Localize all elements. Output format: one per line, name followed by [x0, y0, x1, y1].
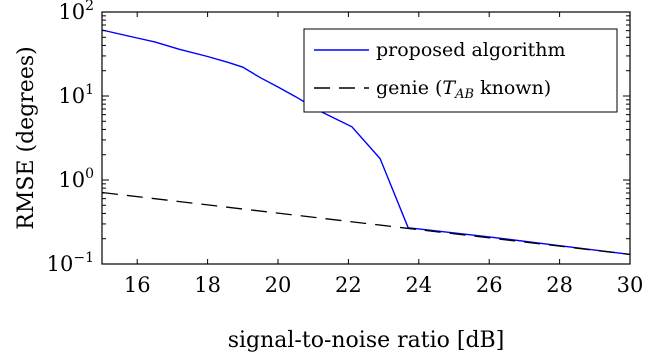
- x-tick-label: 24: [405, 273, 432, 297]
- x-tick-label: 18: [194, 273, 221, 297]
- x-tick-label: 22: [335, 273, 362, 297]
- series-line-1: [101, 29, 631, 256]
- x-tick-label: 30: [617, 273, 644, 297]
- y-tick-label: 102: [58, 0, 94, 24]
- x-tick-label: 28: [546, 273, 573, 297]
- x-tick-label: 16: [124, 273, 151, 297]
- y-tick-label: 100: [58, 166, 94, 192]
- series-layer: [101, 29, 631, 256]
- x-tick-label: 20: [265, 273, 292, 297]
- legend-box: [303, 28, 618, 113]
- x-tick-label: 26: [476, 273, 503, 297]
- series-line-2: [101, 191, 631, 256]
- legend-label-2: genie (TAB known): [376, 77, 551, 102]
- plot-frame: [101, 11, 631, 265]
- x-axis-label: signal-to-noise ratio [dB]: [228, 328, 505, 353]
- ticks-layer: [102, 11, 631, 265]
- y-tick-label: 10−1: [47, 250, 94, 276]
- legend: proposed algorithm genie (TAB known): [303, 28, 618, 113]
- legend-label-1: proposed algorithm: [376, 39, 566, 61]
- y-tick-label: 101: [58, 82, 94, 108]
- y-axis-label: RMSE (degrees): [14, 46, 39, 229]
- labels-layer: 16 18 20 22 24 26 28 30 10−1 100 101 102: [47, 0, 644, 297]
